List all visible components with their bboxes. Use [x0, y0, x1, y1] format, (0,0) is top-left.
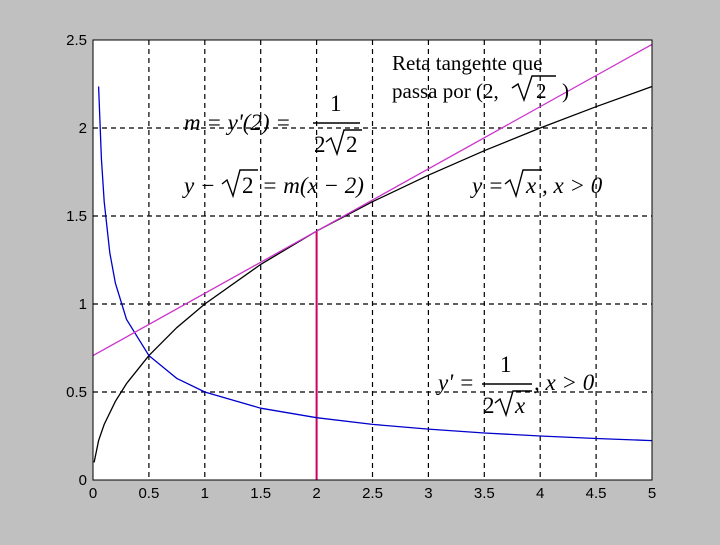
func-eq-prefix: y = [470, 173, 503, 198]
y-tick-label-0: 0 [79, 472, 87, 489]
x-tick-label-4: 2 [312, 485, 320, 502]
slope-eq-den-coef: 2 [314, 132, 326, 157]
y-tick-label-3: 1.5 [66, 208, 87, 225]
plot-frame [92, 39, 653, 481]
x-tick-label-3: 1.5 [250, 485, 271, 502]
x-tick-label-1: 0.5 [138, 485, 159, 502]
tangent-eq-sqrt-sign [221, 169, 258, 199]
y-tick-label-5: 2.5 [66, 32, 87, 49]
slope-eq-sqrt-sign [325, 129, 362, 157]
tangent-eq-prefix: y − [182, 173, 215, 198]
tick-layer: 0 0.5 1 1.5 2 2.5 3 3.5 4 4.5 5 0 0.5 1 1.5 2 2.5 [66, 32, 656, 502]
slope-eq-num: 1 [330, 91, 342, 116]
series-line-1 [97, 86, 653, 442]
x-tick-label-7: 3.5 [474, 485, 495, 502]
x-tick-label-0: 0 [89, 485, 97, 502]
y-tick-label-1: 0.5 [66, 384, 87, 401]
x-tick-label-10: 5 [648, 485, 656, 502]
deriv-eq-sqrt-sign [494, 390, 532, 418]
func-eq-sqrt-sign [504, 169, 542, 199]
deriv-eq-num: 1 [500, 352, 512, 377]
x-tick-label-6: 3 [424, 485, 432, 502]
deriv-eq-lhs: y' = [436, 370, 474, 395]
slope-eq-lhs: m = y'(2) = [184, 110, 291, 135]
tangent-label-line2-radicand: 2 [536, 79, 547, 103]
deriv-eq-den-coef: 2 [483, 393, 495, 418]
x-tick-label-2: 1 [201, 485, 209, 502]
func-eq-suffix: , x > 0 [542, 173, 603, 198]
func-eq-radicand: x [525, 173, 537, 198]
tangent-label-sqrt-sign [511, 75, 556, 103]
deriv-eq-suffix: , x > 0 [534, 370, 595, 395]
deriv-eq-den-radicand: x [514, 393, 526, 418]
y-tick-label-2: 1 [79, 296, 87, 313]
x-tick-label-5: 2.5 [362, 485, 383, 502]
tangent-label-line2-prefix: passa por (2, [392, 79, 499, 103]
tangent-eq-suffix: = m(x − 2) [262, 173, 364, 198]
series-line-2 [92, 43, 653, 357]
series-layer [92, 43, 653, 480]
series-line-0 [93, 85, 653, 463]
tangent-eq-radicand: 2 [242, 173, 254, 198]
x-tick-label-9: 4.5 [586, 485, 607, 502]
tangent-label-line2-suffix: ) [562, 79, 569, 103]
slope-eq-den-radicand: 2 [346, 132, 358, 157]
tangent-label-line1: Reta tangente que [392, 51, 542, 75]
y-tick-label-4: 2 [79, 120, 87, 137]
x-tick-label-8: 4 [536, 485, 544, 502]
